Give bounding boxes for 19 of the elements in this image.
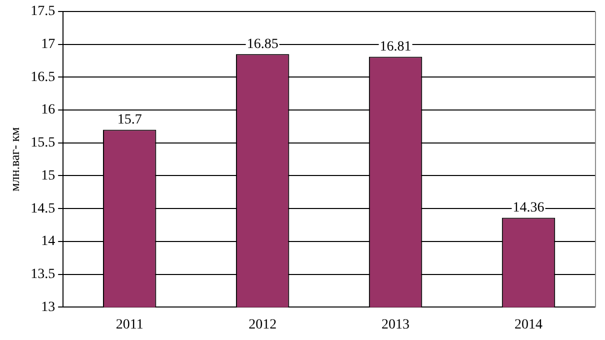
- y-tick-label: 17.5: [30, 4, 56, 20]
- y-tick-label: 13: [41, 300, 56, 315]
- data-label: 14.36: [512, 200, 544, 216]
- data-label: 15.7: [117, 112, 142, 128]
- x-tick-label: 2013: [382, 317, 410, 332]
- y-tick-label: 13.5: [30, 267, 56, 282]
- data-label: 16.85: [246, 36, 278, 52]
- y-axis-title: млн.ваг- км: [7, 127, 22, 192]
- data-label: 16.81: [380, 39, 412, 54]
- y-tick-label: 14: [41, 234, 56, 250]
- x-tick-label: 2011: [116, 317, 144, 332]
- y-tick-label: 15: [41, 168, 56, 184]
- y-tick-label: 15.5: [30, 136, 56, 151]
- x-tick-label: 2014: [514, 317, 543, 332]
- y-tick-label: 16.5: [30, 70, 56, 85]
- y-tick-label: 14.5: [30, 201, 56, 216]
- y-tick-label: 16: [41, 102, 56, 118]
- x-tick-label: 2012: [248, 317, 277, 332]
- y-tick-label: 17: [41, 36, 56, 52]
